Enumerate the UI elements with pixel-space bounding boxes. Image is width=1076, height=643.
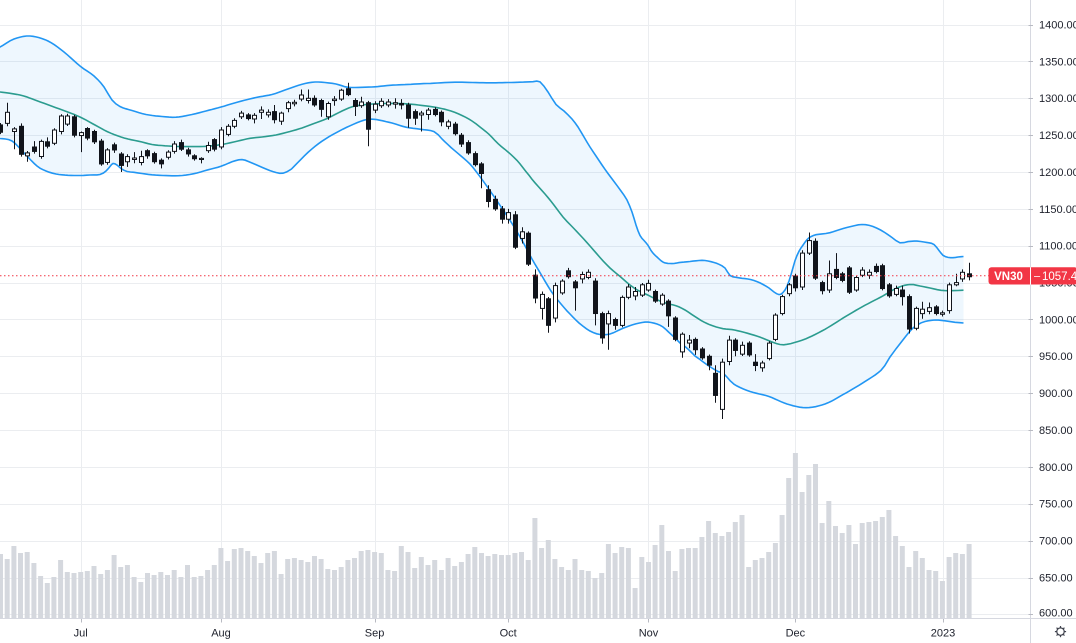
- svg-text:850.00: 850.00: [1039, 425, 1073, 437]
- svg-text:800.00: 800.00: [1039, 462, 1073, 474]
- svg-text:2023: 2023: [931, 628, 955, 640]
- svg-text:600.00: 600.00: [1039, 608, 1073, 620]
- svg-text:950.00: 950.00: [1039, 351, 1073, 363]
- svg-text:700.00: 700.00: [1039, 536, 1073, 548]
- svg-text:1200.00: 1200.00: [1039, 167, 1076, 179]
- svg-text:1400.00: 1400.00: [1039, 20, 1076, 32]
- svg-text:–: –: [1034, 270, 1041, 282]
- svg-text:1350.00: 1350.00: [1039, 56, 1076, 68]
- svg-text:1150.00: 1150.00: [1039, 204, 1076, 216]
- svg-text:Aug: Aug: [211, 628, 231, 640]
- svg-text:Nov: Nov: [639, 628, 659, 640]
- svg-text:750.00: 750.00: [1039, 499, 1073, 511]
- svg-text:650.00: 650.00: [1039, 572, 1073, 584]
- svg-text:Jul: Jul: [74, 628, 88, 640]
- svg-text:Oct: Oct: [500, 628, 517, 640]
- svg-text:Sep: Sep: [365, 628, 385, 640]
- svg-text:VN30: VN30: [994, 271, 1023, 283]
- svg-text:1100.00: 1100.00: [1039, 241, 1076, 253]
- svg-text:1000.00: 1000.00: [1039, 314, 1076, 326]
- svg-text:Dec: Dec: [786, 628, 806, 640]
- svg-text:1300.00: 1300.00: [1039, 93, 1076, 105]
- svg-text:1250.00: 1250.00: [1039, 130, 1076, 142]
- svg-text:900.00: 900.00: [1039, 388, 1073, 400]
- svg-text:1057.40: 1057.40: [1042, 271, 1076, 283]
